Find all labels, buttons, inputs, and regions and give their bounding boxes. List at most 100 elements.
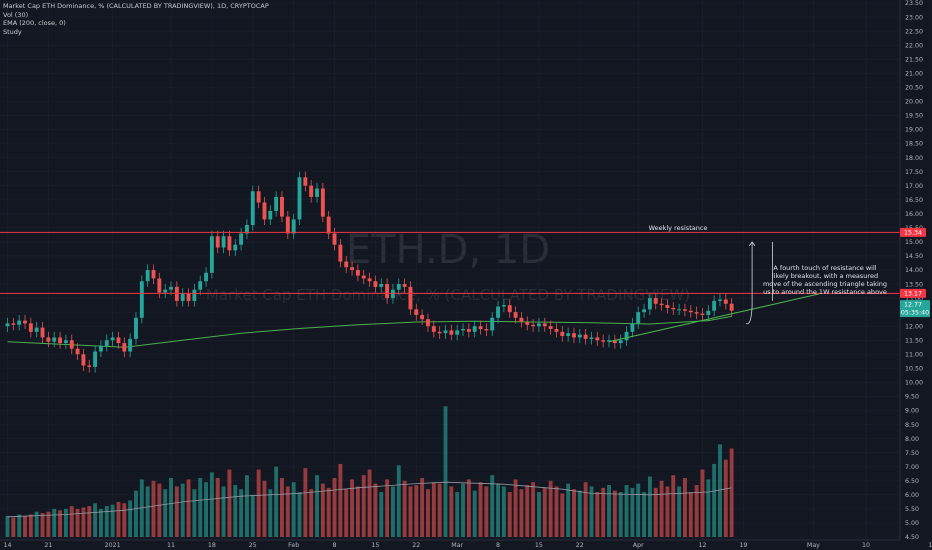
price-tick-label: 22.50	[905, 28, 923, 35]
candle-body	[431, 326, 436, 332]
volume-bar	[98, 508, 103, 537]
ascending-trendline[interactable]	[608, 293, 820, 343]
candle-body	[577, 334, 582, 338]
candle-body	[402, 284, 407, 287]
ema-line	[7, 315, 732, 348]
volume-bar	[309, 489, 314, 537]
volume-bar	[28, 514, 33, 537]
candle-body	[420, 314, 425, 320]
price-tick-label: 5.00	[905, 520, 919, 527]
candle-body	[455, 330, 460, 335]
volume-bar	[624, 485, 629, 537]
candle-body	[262, 202, 267, 220]
volume-bar	[484, 486, 489, 537]
price-axis[interactable]	[899, 0, 932, 540]
candle-body	[104, 340, 109, 346]
candle-body	[642, 309, 647, 313]
volume-bar	[139, 479, 144, 537]
volume-bar	[5, 515, 10, 537]
legend-ema[interactable]: EMA (200, close, 0)	[3, 19, 66, 28]
price-tick-label: 17.00	[905, 183, 923, 190]
candle-body	[244, 225, 249, 234]
countdown-text: 05:35:40	[901, 310, 929, 317]
candle-body	[46, 337, 51, 342]
candle-body	[151, 270, 156, 279]
candle-body	[554, 329, 559, 332]
volume-bar	[536, 492, 541, 537]
candle-body	[98, 345, 103, 352]
volume-bar	[58, 510, 63, 537]
volume-bar	[642, 492, 647, 537]
volume-bar	[653, 487, 658, 537]
candle-body	[268, 210, 273, 220]
volume-bar	[350, 479, 355, 537]
candle-body	[688, 310, 693, 313]
projection-arrow[interactable]	[745, 241, 756, 325]
candle-body	[256, 191, 261, 203]
volume-bar	[566, 483, 571, 537]
volume-bar	[490, 475, 495, 537]
candle-body	[163, 289, 168, 293]
volume-bar	[291, 482, 296, 537]
candle-body	[28, 323, 33, 332]
volume-bar	[174, 486, 179, 537]
candle-body	[484, 329, 489, 331]
candle-body	[712, 300, 717, 311]
volume-bar	[525, 485, 530, 537]
volume-bar	[122, 503, 127, 537]
candle-body	[390, 289, 395, 299]
candle-body	[250, 191, 255, 226]
price-tick-label: 4.50	[905, 534, 919, 541]
candle-body	[75, 348, 80, 355]
legend-volume[interactable]: Vol (30)	[3, 10, 29, 19]
candle-body	[478, 326, 483, 330]
candle-body	[209, 236, 214, 273]
last-price-text: 12.77	[904, 302, 922, 309]
volume-bar	[209, 472, 214, 537]
time-tick-label: 8	[333, 542, 337, 549]
volume-bar	[706, 479, 711, 537]
candle-body	[466, 329, 471, 332]
candle-body	[490, 317, 495, 331]
volume-bar	[402, 480, 407, 537]
candle-body	[355, 270, 360, 276]
candle-body	[87, 365, 92, 367]
candle-body	[5, 323, 10, 327]
volume-bar	[303, 468, 308, 537]
volume-bar	[507, 492, 512, 537]
candle-body	[572, 333, 576, 338]
time-axis-labels: 14 21 2021 11 18 25 Feb 8 15 22 Mar 8 15 22 Apr 12 19 May…	[3, 542, 932, 549]
candle-body	[23, 320, 27, 324]
volume-bar	[215, 477, 220, 537]
volume-bar	[244, 475, 249, 537]
legend-title[interactable]: Market Cap ETH Dominance, % (CALCULATED …	[3, 2, 269, 10]
volume-bar	[589, 486, 594, 537]
volume-bar	[607, 485, 611, 537]
candle-body	[694, 312, 699, 314]
candle-body	[426, 319, 430, 327]
candle-body	[653, 298, 658, 304]
watermark-subtitle: Market Cap ETH Dominance, % (CALCULATED …	[206, 286, 690, 304]
note-line-3: move of the ascending triangle taking	[763, 280, 887, 288]
volume-bar	[69, 506, 74, 537]
time-tick-label: 15	[371, 542, 379, 549]
candle-body	[677, 309, 682, 311]
candle-body	[443, 330, 448, 334]
volume-bar	[659, 480, 664, 537]
candle-body	[618, 340, 623, 344]
candles	[5, 171, 734, 373]
legend-study[interactable]: Study	[3, 27, 22, 36]
price-tick-label: 12.00	[905, 323, 923, 330]
volume-bar	[163, 489, 168, 537]
volume-bar	[297, 492, 302, 537]
volume-bar	[128, 500, 133, 537]
volume-bar	[52, 508, 57, 537]
volume-bar	[250, 494, 255, 537]
candle-body	[385, 284, 390, 299]
volume-bar	[285, 486, 290, 537]
candle-body	[180, 293, 185, 301]
volume-bar	[204, 482, 209, 537]
candle-body	[174, 286, 179, 301]
price-tick-label: 21.00	[905, 70, 923, 77]
